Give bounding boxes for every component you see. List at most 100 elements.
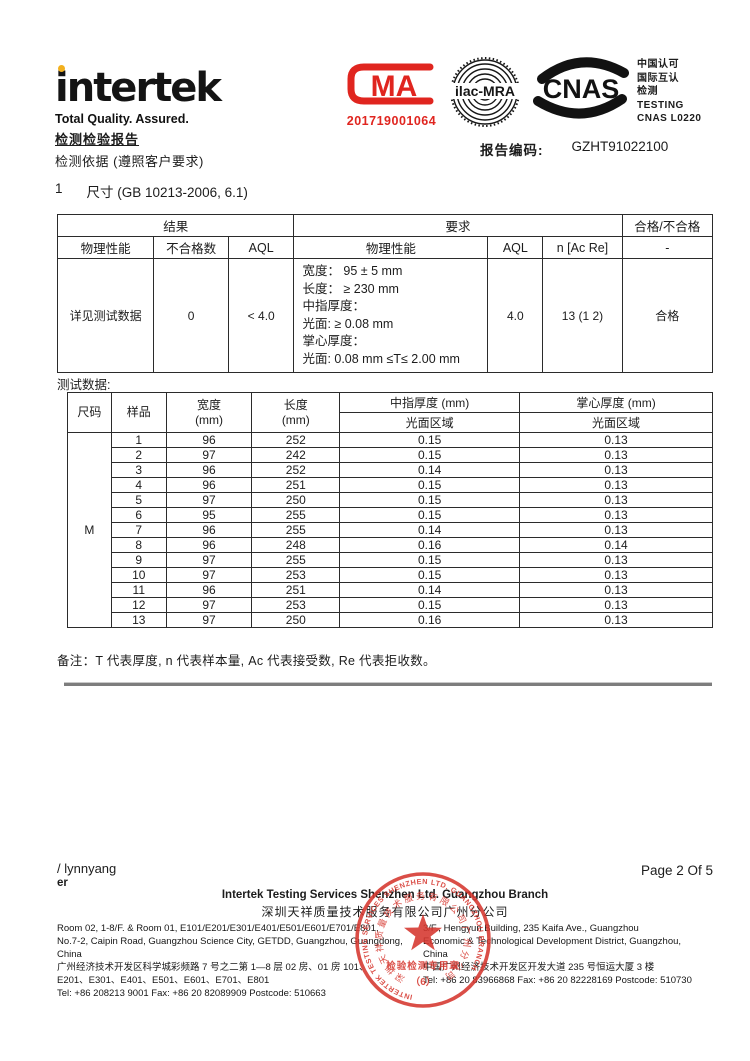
address-line: Room 02, 1-8/F. & Room 01, E101/E201/E30…	[57, 923, 379, 934]
cnas-text-line: 国际互认	[637, 72, 679, 84]
table-cell: 253	[251, 597, 341, 613]
col-palm-area: 光面区域	[519, 412, 713, 433]
table-cell: 0.13	[519, 432, 713, 448]
table-cell: 0.15	[339, 432, 521, 448]
table-cell: 0.14	[339, 582, 521, 598]
cnas-mark: CNAS 中国认可 国际互认 检测 TESTING CNAS L0220	[533, 57, 701, 126]
group-result: 结果	[56, 214, 295, 237]
table-cell: 5	[110, 492, 167, 508]
table-cell: 0.14	[519, 537, 713, 553]
group-header-row: 结果 要求 合格/不合格	[56, 214, 714, 237]
table-row: 10 97 253 0.15 0.13	[68, 567, 713, 583]
table-cell: 0.13	[519, 507, 713, 523]
result-table: 结果 要求 合格/不合格 物理性能 不合格数 AQL 物理性能 AQL n [A…	[56, 214, 714, 373]
col-header: n [Ac Re]	[542, 236, 623, 259]
section-heading: 1 尺寸 (GB 10213-2006, 6.1)	[55, 181, 248, 201]
table-row: 4 96 251 0.15 0.13	[68, 477, 713, 493]
section-divider	[64, 682, 712, 686]
table-cell: 3	[110, 462, 167, 478]
report-code-label: 报告编码:	[480, 143, 544, 158]
address-left: Room 02, 1-8/F. & Room 01, E101/E201/E30…	[57, 922, 409, 1000]
col-length-label: 长度	[283, 397, 308, 412]
test-data-table: 尺码 样品 宽度 (mm) 长度 (mm) 中指厚度 (mm) 掌心厚度 (mm…	[67, 392, 713, 628]
col-middle-finger: 中指厚度 (mm)	[339, 392, 521, 413]
table-cell: 0.13	[519, 612, 713, 628]
table-row: 3 96 252 0.14 0.13	[68, 462, 713, 478]
table-row: 13 97 250 0.16 0.13	[68, 612, 713, 628]
table-cell: 250	[251, 612, 341, 628]
table-cell: 0.13	[519, 582, 713, 598]
section-number: 1	[55, 181, 63, 196]
table-cell: 0.16	[339, 612, 521, 628]
col-header: AQL	[227, 236, 295, 259]
table-cell: 0.13	[519, 492, 713, 508]
table-cell: 11	[110, 582, 167, 598]
table-cell: 0.15	[339, 567, 521, 583]
table-cell: 10	[110, 567, 167, 583]
table-cell: 96	[165, 432, 253, 448]
cnas-text-line: 检测	[637, 86, 658, 97]
table-cell: 251	[251, 477, 341, 493]
table-cell: 96	[165, 522, 253, 538]
company-name-en: Intertek Testing Services Shenzhen Ltd. …	[221, 889, 549, 901]
table-cell: 9	[110, 552, 167, 568]
svg-text:CNAS: CNAS	[543, 74, 620, 104]
note-text: 备注：T 代表厚度, n 代表样本量, Ac 代表接受数, Re 代表拒收数。	[57, 654, 436, 668]
table-cell: 248	[251, 537, 341, 553]
intertek-logo: intertek	[55, 65, 222, 111]
table-cell: 97	[165, 567, 253, 583]
col-width: 宽度 (mm)	[165, 392, 253, 433]
table-cell: 0.14	[339, 462, 521, 478]
test-header-row-1: 尺码 样品 宽度 (mm) 长度 (mm) 中指厚度 (mm) 掌心厚度 (mm…	[67, 392, 713, 433]
col-header: 物理性能	[56, 236, 155, 259]
section-title: 尺寸 (GB 10213-2006, 6.1)	[86, 185, 248, 200]
footer-author: / lynnyang er	[57, 861, 116, 891]
table-row: 7 96 255 0.14 0.13	[68, 522, 713, 538]
footer-company: Intertek Testing Services Shenzhen Ltd. …	[57, 889, 713, 920]
address-line: 3/F., Hengyun Building, 235 Kaifa Ave., …	[423, 923, 639, 934]
col-width-label: 宽度	[197, 397, 222, 412]
cnas-text-line: TESTING	[637, 99, 684, 111]
page-number: Page 2 Of 5	[640, 863, 713, 878]
col-width-unit: (mm)	[195, 412, 224, 427]
brand-tagline: Total Quality. Assured.	[55, 112, 189, 126]
table-cell: 97	[165, 597, 253, 613]
table-cell: 0.16	[339, 537, 521, 553]
table-cell: 97	[165, 552, 253, 568]
table-row: 8 96 248 0.16 0.14	[68, 537, 713, 553]
requirement-line: 光面: ≥ 0.08 mm	[302, 316, 394, 331]
cma-icon: MA	[347, 63, 434, 105]
table-row: 2 97 242 0.15 0.13	[68, 447, 713, 463]
result-property: 详见测试数据	[56, 258, 155, 373]
table-row: 11 96 251 0.14 0.13	[68, 582, 713, 598]
company-name-cn: 深圳天祥质量技术服务有限公司广州分公司	[261, 905, 509, 919]
table-cell: 0.13	[519, 552, 713, 568]
table-cell: 96	[165, 537, 253, 553]
author-line-2: er	[57, 877, 68, 889]
col-header: 物理性能	[293, 236, 489, 259]
table-row: 9 97 255 0.15 0.13	[68, 552, 713, 568]
table-cell: 250	[251, 492, 341, 508]
table-cell: 13	[110, 612, 167, 628]
logo-text: intertek	[55, 65, 222, 111]
table-cell: 0.13	[519, 462, 713, 478]
address-line: Tel: +86 208213 9001 Fax: +86 20 8208990…	[57, 988, 326, 999]
table-cell: 253	[251, 567, 341, 583]
requirement-line: 长度： ≥ 230 mm	[302, 281, 399, 296]
table-cell: 97	[165, 447, 253, 463]
test-data-label: 测试数据:	[57, 378, 111, 392]
address-line: 广州经济技术开发区科学城彩频路 7 号之二第 1—8 层 02 房、01 房 1…	[57, 962, 369, 973]
brand-block: intertek Total Quality. Assured. 检测检验报告 …	[55, 65, 222, 170]
table-cell: 251	[251, 582, 341, 598]
col-length: 长度 (mm)	[251, 392, 341, 433]
group-requirement: 要求	[293, 214, 623, 237]
table-cell: 7	[110, 522, 167, 538]
table-cell: 0.13	[519, 447, 713, 463]
n-ac-re: 13 (1 2)	[542, 258, 623, 373]
group-verdict: 合格/不合格	[621, 214, 714, 237]
cnas-icon: CNAS	[533, 57, 629, 119]
table-cell: 0.13	[519, 597, 713, 613]
address-line: No.7-2, Caipin Road, Guangzhou Science C…	[57, 936, 403, 960]
table-cell: 0.14	[339, 522, 521, 538]
col-length-unit: (mm)	[281, 412, 310, 427]
